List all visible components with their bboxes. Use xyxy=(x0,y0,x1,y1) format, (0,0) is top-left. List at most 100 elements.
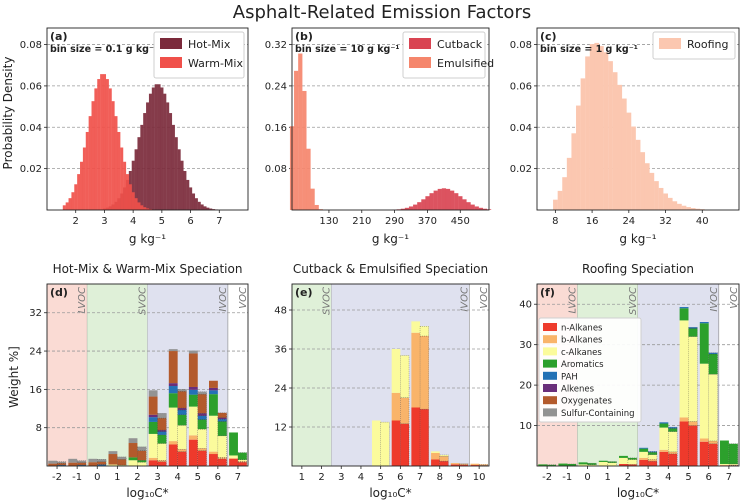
stacked-bar-segment xyxy=(587,463,597,465)
histogram-bar xyxy=(166,102,170,210)
band-label: VOC xyxy=(479,287,490,309)
stacked-bar-segment xyxy=(157,434,167,444)
stacked-bar-segment xyxy=(229,455,238,458)
stacked-bar-segment xyxy=(217,417,227,420)
histogram-bar xyxy=(635,139,641,210)
density-panel-b: 0.08 0.16 0.24 0.32 130 210 290 370 450 g kg⁻¹ (b)… xyxy=(265,27,494,246)
legend-swatch xyxy=(543,396,557,405)
x-tick-label: 8 xyxy=(552,216,558,227)
legend-swatch xyxy=(543,371,557,380)
band-label: IVOC xyxy=(459,287,470,312)
stacked-bar-segment xyxy=(391,392,401,421)
panel-letter: (a) xyxy=(50,30,67,43)
x-tick-label: 16 xyxy=(586,216,599,227)
histogram-bar xyxy=(114,116,118,210)
density-panels: 0.020.040.060.082 3 4 5 6 7g kg⁻¹(a)bin size … xyxy=(20,27,740,246)
stacked-bar-segment xyxy=(439,454,449,457)
x-tick-label: 1 xyxy=(299,472,305,483)
stacked-bar-segment xyxy=(68,458,78,463)
x-tick-label: 2 xyxy=(73,216,79,227)
histogram-bar xyxy=(157,84,161,210)
stacked-bar-segment xyxy=(237,459,247,462)
histogram-bar xyxy=(566,157,572,210)
histogram-bar xyxy=(163,93,167,210)
legend: Cutback Emulsified xyxy=(402,31,494,79)
stacked-bar-segment xyxy=(56,461,67,464)
stacked-bar-segment xyxy=(647,460,658,467)
histogram-bar xyxy=(425,196,430,210)
histogram-bar xyxy=(413,204,418,210)
stacked-bar-segment xyxy=(209,390,218,395)
stacked-bar-segment xyxy=(217,412,227,418)
legend-label: Warm-Mix xyxy=(188,57,243,70)
stacked-bar-segment xyxy=(177,449,187,452)
stacked-bar-segment xyxy=(411,407,421,466)
histogram-bar xyxy=(681,205,687,210)
x-tick-label: 6 xyxy=(215,472,221,483)
stacked-bar-segment xyxy=(647,459,658,462)
histogram-bar xyxy=(612,72,618,211)
stacked-bar-segment xyxy=(48,463,58,466)
y-tick-label: 24 xyxy=(29,347,42,358)
histogram-bar xyxy=(80,161,84,210)
stacked-bar-segment xyxy=(538,464,548,466)
stacked-bar-segment xyxy=(148,421,158,434)
histogram-bar xyxy=(68,198,72,210)
histogram-bar xyxy=(644,163,650,210)
stacked-bar-segment xyxy=(607,462,617,467)
histogram-bar xyxy=(200,204,204,210)
histogram-bar xyxy=(695,208,701,210)
x-tick-label: 290 xyxy=(385,216,404,227)
stacked-bar-segment xyxy=(197,394,207,414)
species-legend: n-Alkanes b-Alkanes c-Alkanes Aromatics PAH A… xyxy=(538,317,642,423)
stacked-bar-segment xyxy=(168,441,178,445)
stacked-bar-segment xyxy=(108,464,118,466)
histogram-bar xyxy=(437,188,442,210)
stacked-bar-segment xyxy=(688,425,698,467)
stacked-bar-segment xyxy=(419,408,429,467)
legend-label: n-Alkanes xyxy=(561,324,603,334)
stacked-bar-segment xyxy=(117,459,127,466)
y-tick-label: 40 xyxy=(519,300,532,311)
stacked-bar-segment xyxy=(668,453,678,467)
stacked-bar-segment xyxy=(197,415,207,420)
x-tick-label: 6 xyxy=(706,472,712,483)
x-axis-label: g kg⁻¹ xyxy=(129,232,166,246)
stacked-bar-segment xyxy=(229,458,238,466)
stacked-bar-segment xyxy=(217,418,227,422)
y-tick-label: 0.16 xyxy=(265,123,287,134)
legend-swatch xyxy=(543,384,557,392)
histogram-bar xyxy=(192,193,196,210)
speciation-panels: Hot-Mix & Warm-Mix Speciation LVOC SVOC IVO… xyxy=(29,262,740,500)
stacked-bar-segment xyxy=(137,450,147,461)
stacked-bar-segment xyxy=(229,432,238,456)
stacked-bar-segment xyxy=(720,440,729,464)
x-tick-label: 4 xyxy=(665,472,671,483)
stacked-bar-segment xyxy=(177,409,187,415)
histogram-bar xyxy=(677,203,682,210)
x-tick-label: 3 xyxy=(101,216,107,227)
stacked-bar-segment xyxy=(439,456,449,462)
histogram-bar xyxy=(658,187,664,210)
histogram-bar xyxy=(140,205,144,210)
histogram-bar xyxy=(62,205,66,210)
stacked-bar-segment xyxy=(647,452,658,455)
x-tick-label: 7 xyxy=(417,472,423,483)
x-tick-label: 3 xyxy=(645,472,651,483)
histogram-bar xyxy=(690,208,696,210)
stacked-bar-segment xyxy=(97,459,107,462)
y-tick-label: 0.08 xyxy=(265,164,287,175)
axes-frame xyxy=(46,283,249,467)
speciation-panel-d: Hot-Mix & Warm-Mix Speciation LVOC SVOC IVO… xyxy=(29,262,249,500)
legend-swatch xyxy=(409,57,431,68)
stacked-bar-segment xyxy=(188,353,198,387)
x-tick-label: 370 xyxy=(418,216,437,227)
x-tick-label: 24 xyxy=(622,216,635,227)
histogram-bar xyxy=(654,181,659,210)
histogram-bar xyxy=(441,188,447,210)
x-tick-label: 7 xyxy=(235,472,241,483)
band-label: VOC xyxy=(729,287,740,309)
stacked-bar-segment xyxy=(137,460,147,463)
stacked-bar-segment xyxy=(148,460,158,466)
legend: Hot-Mix Warm-Mix xyxy=(153,31,245,79)
